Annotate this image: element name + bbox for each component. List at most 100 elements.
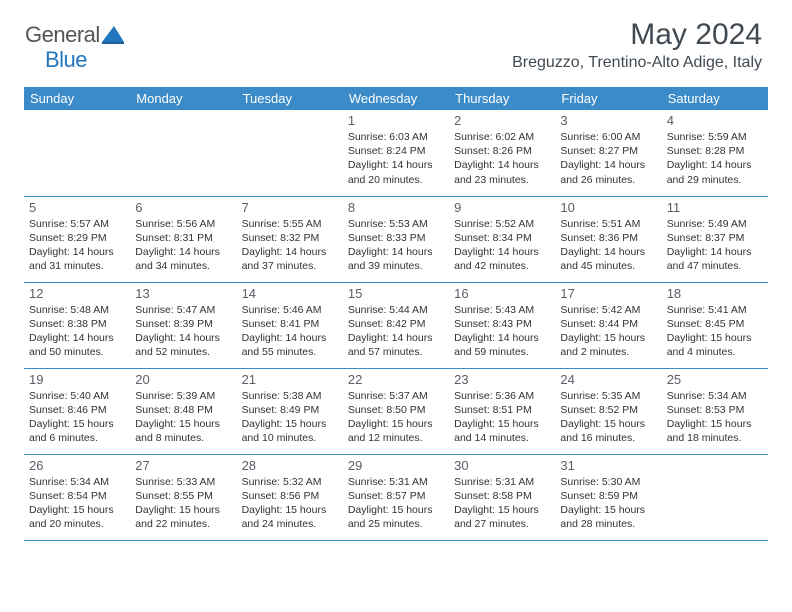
day-info: Sunrise: 5:59 AMSunset: 8:28 PMDaylight:… xyxy=(667,130,763,187)
day-number: 14 xyxy=(242,286,338,301)
day-number: 2 xyxy=(454,113,550,128)
day-info: Sunrise: 5:34 AMSunset: 8:53 PMDaylight:… xyxy=(667,389,763,446)
month-title: May 2024 xyxy=(512,18,762,52)
calendar-empty-cell xyxy=(662,454,768,540)
calendar-head: SundayMondayTuesdayWednesdayThursdayFrid… xyxy=(24,87,768,110)
day-info: Sunrise: 5:30 AMSunset: 8:59 PMDaylight:… xyxy=(560,475,656,532)
weekday-header: Thursday xyxy=(449,87,555,110)
calendar-day-cell: 16Sunrise: 5:43 AMSunset: 8:43 PMDayligh… xyxy=(449,282,555,368)
day-info: Sunrise: 5:52 AMSunset: 8:34 PMDaylight:… xyxy=(454,217,550,274)
day-info: Sunrise: 5:51 AMSunset: 8:36 PMDaylight:… xyxy=(560,217,656,274)
calendar-day-cell: 26 Sunrise: 5:34 AMSunset: 8:54 PMDayligh… xyxy=(24,454,130,540)
day-number: 16 xyxy=(454,286,550,301)
calendar-day-cell: 23 Sunrise: 5:36 AMSunset: 8:51 PMDayligh… xyxy=(449,368,555,454)
calendar-day-cell: 3 Sunrise: 6:00 AMSunset: 8:27 PMDaylight… xyxy=(555,110,661,196)
day-number: 30 xyxy=(454,458,550,473)
day-number: 27 xyxy=(135,458,231,473)
calendar-day-cell: 1 Sunrise: 6:03 AMSunset: 8:24 PMDaylight… xyxy=(343,110,449,196)
calendar-empty-cell xyxy=(130,110,236,196)
calendar-day-cell: 22Sunrise: 5:37 AMSunset: 8:50 PMDayligh… xyxy=(343,368,449,454)
title-block: May 2024 Breguzzo, Trentino-Alto Adige, … xyxy=(512,18,762,72)
day-number: 1 xyxy=(348,113,444,128)
calendar-day-cell: 4 Sunrise: 5:59 AMSunset: 8:28 PMDaylight… xyxy=(662,110,768,196)
day-info: Sunrise: 5:41 AMSunset: 8:45 PMDaylight:… xyxy=(667,303,763,360)
day-number: 11 xyxy=(667,200,763,215)
calendar-day-cell: 31 Sunrise: 5:30 AMSunset: 8:59 PMDayligh… xyxy=(555,454,661,540)
day-info: Sunrise: 5:31 AMSunset: 8:58 PMDaylight:… xyxy=(454,475,550,532)
calendar-day-cell: 11 Sunrise: 5:49 AMSunset: 8:37 PMDayligh… xyxy=(662,196,768,282)
day-info: Sunrise: 6:02 AMSunset: 8:26 PMDaylight:… xyxy=(454,130,550,187)
calendar-day-cell: 5 Sunrise: 5:57 AMSunset: 8:29 PMDaylight… xyxy=(24,196,130,282)
day-number: 4 xyxy=(667,113,763,128)
logo-text-blue: Blue xyxy=(45,47,128,73)
day-info: Sunrise: 5:36 AMSunset: 8:51 PMDaylight:… xyxy=(454,389,550,446)
calendar-day-cell: 14 Sunrise: 5:46 AMSunset: 8:41 PMDayligh… xyxy=(237,282,343,368)
day-number: 21 xyxy=(242,372,338,387)
calendar-day-cell: 24 Sunrise: 5:35 AMSunset: 8:52 PMDayligh… xyxy=(555,368,661,454)
day-info: Sunrise: 5:56 AMSunset: 8:31 PMDaylight:… xyxy=(135,217,231,274)
calendar-day-cell: 12 Sunrise: 5:48 AMSunset: 8:38 PMDayligh… xyxy=(24,282,130,368)
day-number: 10 xyxy=(560,200,656,215)
weekday-header: Wednesday xyxy=(343,87,449,110)
logo: General Blue xyxy=(25,22,128,73)
day-info: Sunrise: 5:44 AMSunset: 8:42 PMDaylight:… xyxy=(348,303,444,360)
weekday-header: Friday xyxy=(555,87,661,110)
calendar-day-cell: 30 Sunrise: 5:31 AMSunset: 8:58 PMDayligh… xyxy=(449,454,555,540)
day-number: 7 xyxy=(242,200,338,215)
calendar-day-cell: 28Sunrise: 5:32 AMSunset: 8:56 PMDayligh… xyxy=(237,454,343,540)
calendar-body: 1 Sunrise: 6:03 AMSunset: 8:24 PMDaylight… xyxy=(24,110,768,540)
day-info: Sunrise: 5:48 AMSunset: 8:38 PMDaylight:… xyxy=(29,303,125,360)
day-number: 26 xyxy=(29,458,125,473)
calendar-day-cell: 25Sunrise: 5:34 AMSunset: 8:53 PMDayligh… xyxy=(662,368,768,454)
calendar-week-row: 12 Sunrise: 5:48 AMSunset: 8:38 PMDayligh… xyxy=(24,282,768,368)
day-info: Sunrise: 5:34 AMSunset: 8:54 PMDaylight:… xyxy=(29,475,125,532)
day-number: 5 xyxy=(29,200,125,215)
day-number: 24 xyxy=(560,372,656,387)
day-number: 8 xyxy=(348,200,444,215)
day-info: Sunrise: 5:46 AMSunset: 8:41 PMDaylight:… xyxy=(242,303,338,360)
calendar-empty-cell xyxy=(237,110,343,196)
day-info: Sunrise: 5:35 AMSunset: 8:52 PMDaylight:… xyxy=(560,389,656,446)
day-number: 12 xyxy=(29,286,125,301)
day-number: 6 xyxy=(135,200,231,215)
logo-text-block: General Blue xyxy=(25,22,128,73)
day-info: Sunrise: 5:40 AMSunset: 8:46 PMDaylight:… xyxy=(29,389,125,446)
day-number: 20 xyxy=(135,372,231,387)
calendar-day-cell: 21Sunrise: 5:38 AMSunset: 8:49 PMDayligh… xyxy=(237,368,343,454)
calendar-empty-cell xyxy=(24,110,130,196)
weekday-row: SundayMondayTuesdayWednesdayThursdayFrid… xyxy=(24,87,768,110)
day-info: Sunrise: 5:31 AMSunset: 8:57 PMDaylight:… xyxy=(348,475,444,532)
calendar-day-cell: 15 Sunrise: 5:44 AMSunset: 8:42 PMDayligh… xyxy=(343,282,449,368)
day-info: Sunrise: 5:47 AMSunset: 8:39 PMDaylight:… xyxy=(135,303,231,360)
calendar-day-cell: 13Sunrise: 5:47 AMSunset: 8:39 PMDayligh… xyxy=(130,282,236,368)
day-number: 18 xyxy=(667,286,763,301)
calendar-day-cell: 19Sunrise: 5:40 AMSunset: 8:46 PMDayligh… xyxy=(24,368,130,454)
calendar-week-row: 19Sunrise: 5:40 AMSunset: 8:46 PMDayligh… xyxy=(24,368,768,454)
day-info: Sunrise: 5:39 AMSunset: 8:48 PMDaylight:… xyxy=(135,389,231,446)
day-info: Sunrise: 5:57 AMSunset: 8:29 PMDaylight:… xyxy=(29,217,125,274)
calendar-day-cell: 7 Sunrise: 5:55 AMSunset: 8:32 PMDaylight… xyxy=(237,196,343,282)
weekday-header: Tuesday xyxy=(237,87,343,110)
header: General Blue May 2024 Breguzzo, Trentino… xyxy=(0,0,792,79)
logo-sail-icon xyxy=(102,24,128,49)
calendar-day-cell: 20 Sunrise: 5:39 AMSunset: 8:48 PMDayligh… xyxy=(130,368,236,454)
day-info: Sunrise: 5:37 AMSunset: 8:50 PMDaylight:… xyxy=(348,389,444,446)
calendar-day-cell: 6 Sunrise: 5:56 AMSunset: 8:31 PMDaylight… xyxy=(130,196,236,282)
calendar-day-cell: 2 Sunrise: 6:02 AMSunset: 8:26 PMDaylight… xyxy=(449,110,555,196)
day-info: Sunrise: 6:00 AMSunset: 8:27 PMDaylight:… xyxy=(560,130,656,187)
calendar-day-cell: 9Sunrise: 5:52 AMSunset: 8:34 PMDaylight… xyxy=(449,196,555,282)
day-info: Sunrise: 5:55 AMSunset: 8:32 PMDaylight:… xyxy=(242,217,338,274)
calendar-day-cell: 17Sunrise: 5:42 AMSunset: 8:44 PMDayligh… xyxy=(555,282,661,368)
day-info: Sunrise: 5:42 AMSunset: 8:44 PMDaylight:… xyxy=(560,303,656,360)
day-info: Sunrise: 5:49 AMSunset: 8:37 PMDaylight:… xyxy=(667,217,763,274)
weekday-header: Monday xyxy=(130,87,236,110)
day-number: 23 xyxy=(454,372,550,387)
day-info: Sunrise: 6:03 AMSunset: 8:24 PMDaylight:… xyxy=(348,130,444,187)
day-number: 31 xyxy=(560,458,656,473)
calendar-day-cell: 8Sunrise: 5:53 AMSunset: 8:33 PMDaylight… xyxy=(343,196,449,282)
day-number: 29 xyxy=(348,458,444,473)
day-number: 15 xyxy=(348,286,444,301)
calendar-week-row: 5 Sunrise: 5:57 AMSunset: 8:29 PMDaylight… xyxy=(24,196,768,282)
weekday-header: Saturday xyxy=(662,87,768,110)
day-number: 3 xyxy=(560,113,656,128)
